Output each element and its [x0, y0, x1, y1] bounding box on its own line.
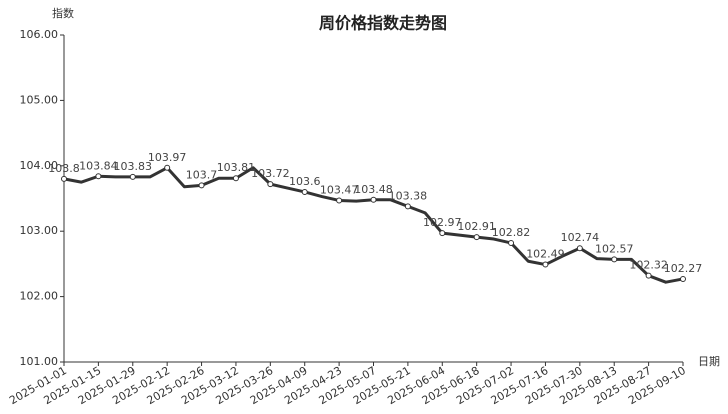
value-label: 103.84	[79, 159, 118, 172]
point	[576, 245, 583, 252]
point	[680, 275, 686, 282]
value-label: 103.38	[389, 189, 428, 202]
value-label: 103.48	[354, 183, 393, 196]
y-tick-label: 106.00	[20, 28, 59, 41]
chart-title: 周价格指数走势图	[319, 14, 447, 33]
value-label: 103.47	[320, 183, 359, 196]
value-label: 102.49	[526, 248, 565, 261]
point	[95, 173, 102, 180]
point	[198, 182, 205, 189]
y-tick-label: 101.00	[20, 355, 59, 368]
value-label: 102.74	[561, 231, 600, 244]
point	[129, 173, 136, 180]
value-label: 102.91	[457, 220, 496, 233]
x-axis-label: 日期	[698, 355, 720, 368]
point	[473, 234, 480, 241]
point	[508, 239, 515, 246]
point	[645, 272, 652, 279]
y-tick-label: 102.00	[20, 290, 59, 303]
value-label: 102.82	[492, 226, 531, 239]
value-label: 102.57	[595, 242, 634, 255]
value-label: 103.8	[48, 162, 80, 175]
y-tick-label: 105.00	[20, 93, 59, 106]
value-label: 103.83	[114, 160, 153, 173]
value-label: 102.27	[664, 262, 703, 275]
point	[301, 188, 308, 195]
value-label: 103.7	[186, 168, 218, 181]
point	[267, 181, 274, 188]
y-axis-label: 指数	[52, 6, 74, 20]
point	[61, 175, 67, 182]
value-label: 102.32	[629, 259, 668, 272]
value-label: 103.81	[217, 161, 256, 174]
y-tick-label: 104.00	[20, 159, 59, 172]
y-tick-label: 103.00	[20, 224, 59, 237]
value-label: 102.97	[423, 216, 462, 229]
point	[232, 175, 239, 182]
point	[404, 203, 411, 210]
point	[439, 230, 446, 237]
point	[611, 256, 618, 263]
point	[336, 197, 343, 204]
point	[370, 196, 377, 203]
value-label: 103.6	[289, 175, 321, 188]
point	[164, 164, 171, 171]
point	[542, 261, 549, 268]
value-label: 103.97	[148, 151, 187, 164]
value-label: 103.72	[251, 167, 290, 180]
